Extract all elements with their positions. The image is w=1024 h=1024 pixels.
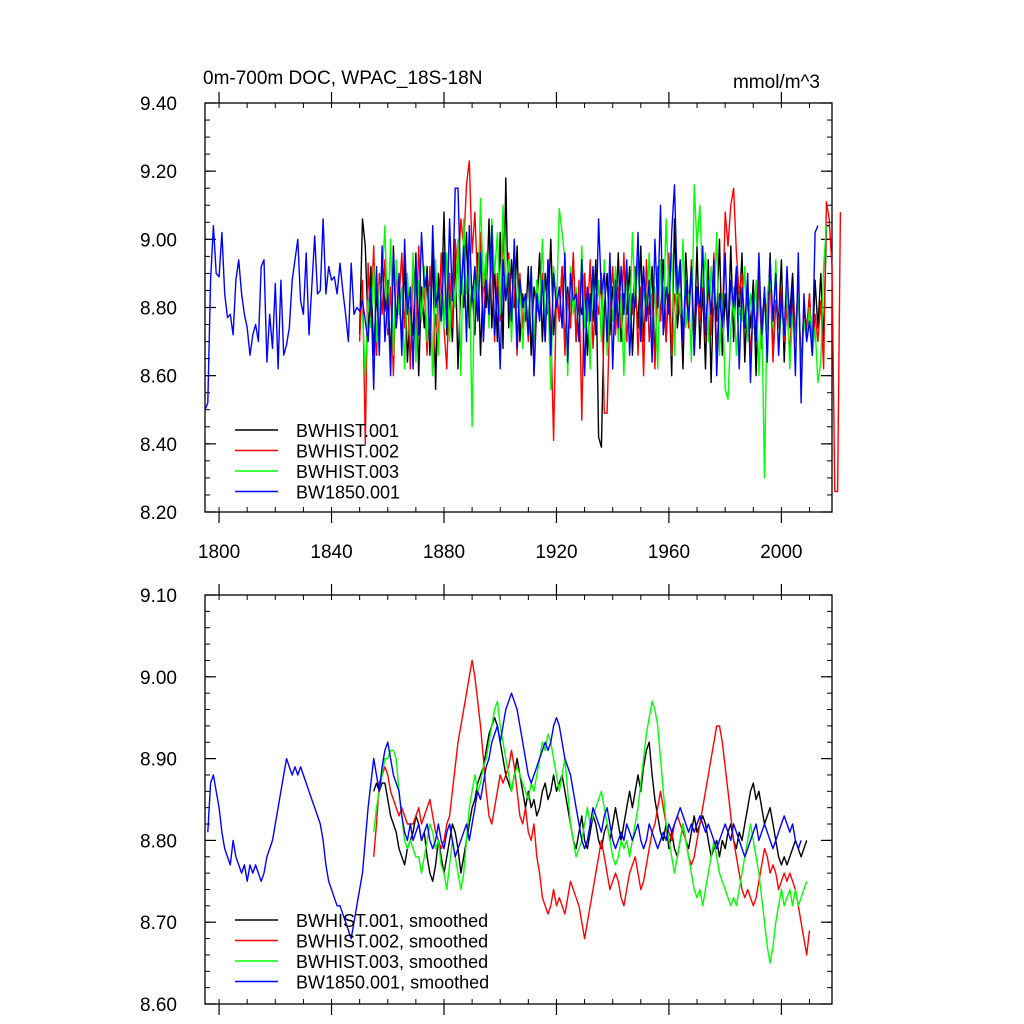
plot-frame bbox=[204, 594, 833, 1005]
legend-label: BWHIST.001, smoothed bbox=[296, 911, 488, 931]
x-tick-label: 2000 bbox=[760, 542, 802, 563]
y-tick-label: 8.60 bbox=[140, 995, 177, 1016]
legend-label: BW1850.001, smoothed bbox=[296, 973, 489, 993]
x-tick-label: 1800 bbox=[198, 542, 240, 563]
series-line-bw1850-001-smoothed bbox=[207, 692, 802, 940]
y-tick-label: 9.10 bbox=[140, 586, 177, 607]
y-tick-label: 8.60 bbox=[140, 367, 177, 388]
y-tick-label: 8.20 bbox=[140, 503, 177, 524]
series-line-bw1850-001 bbox=[204, 184, 819, 410]
series-line-bwhist-001-smoothed bbox=[373, 717, 808, 882]
legend-label: BWHIST.003 bbox=[296, 462, 399, 482]
top-chart-raw: 0m-700m DOC, WPAC_18S-18N mmol/m^3 8.20 8… bbox=[140, 68, 842, 563]
y-tick-label: 9.00 bbox=[140, 230, 177, 251]
legend-label: BWHIST.002 bbox=[296, 442, 399, 462]
legend-label: BWHIST.003, smoothed bbox=[296, 952, 488, 972]
top-chart-units: mmol/m^3 bbox=[733, 72, 820, 93]
x-tick-label: 1920 bbox=[535, 542, 577, 563]
y-tick-label: 9.20 bbox=[140, 162, 177, 183]
y-tick-label: 8.40 bbox=[140, 435, 177, 456]
y-tick-label: 8.90 bbox=[140, 750, 177, 771]
y-tick-label: 8.80 bbox=[140, 831, 177, 852]
legend-label: BWHIST.002, smoothed bbox=[296, 932, 488, 952]
x-tick-label: 1840 bbox=[310, 542, 352, 563]
legend-label: BW1850.001 bbox=[296, 483, 400, 503]
y-tick-label: 8.80 bbox=[140, 299, 177, 320]
bottom-chart-smoothed: 8.60 8.70 8.80 8.90 9.00 9.10 BWHIST.001, smoo… bbox=[140, 584, 833, 1016]
x-tick-label: 1960 bbox=[648, 542, 690, 563]
y-tick-label: 9.40 bbox=[140, 94, 177, 115]
top-chart-title: 0m-700m DOC, WPAC_18S-18N bbox=[203, 68, 482, 89]
legend-label: BWHIST.001 bbox=[296, 421, 399, 441]
x-tick-label: 1880 bbox=[423, 542, 465, 563]
series-line-bwhist-002-smoothed bbox=[373, 659, 811, 956]
y-tick-label: 8.70 bbox=[140, 913, 177, 934]
y-tick-label: 9.00 bbox=[140, 668, 177, 689]
